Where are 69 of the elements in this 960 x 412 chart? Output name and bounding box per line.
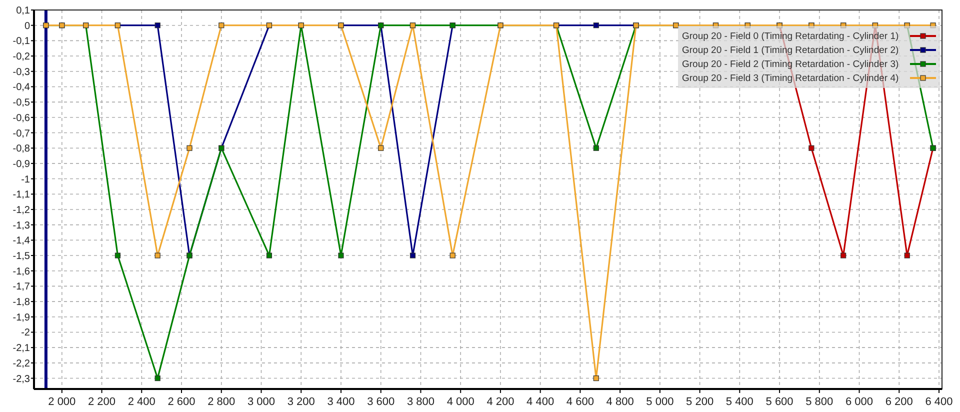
point — [154, 375, 160, 382]
y-tick-label: -1,2 — [12, 204, 30, 216]
y-tick-label: -0,6 — [12, 112, 30, 124]
y-tick-label: -2,3 — [12, 374, 30, 385]
x-tick-label: 6 400 — [925, 396, 953, 408]
point — [593, 145, 599, 151]
x-tick-label: 5 400 — [726, 396, 754, 408]
point — [410, 252, 416, 258]
y-tick-label: -1,6 — [12, 266, 30, 278]
point — [266, 252, 272, 258]
x-tick-label: 6 200 — [885, 396, 913, 408]
y-tick-label: -2 — [21, 328, 30, 339]
point — [186, 145, 192, 151]
legend-label: Group 20 - Field 3 (Timing Retardation - Cylinder 4) — [682, 73, 899, 84]
x-tick-label: 2 400 — [128, 396, 156, 408]
y-tick-label: -0,7 — [12, 128, 30, 140]
y-tick-label: -0,8 — [12, 144, 30, 155]
y-tick-label: -1,8 — [12, 297, 30, 308]
y-tick-label: -1,3 — [12, 220, 30, 232]
x-tick-label: 6 000 — [846, 396, 874, 408]
y-tick-label: -1 — [21, 174, 30, 186]
y-tick-label: 0 — [24, 20, 30, 32]
y-tick-label: -1,7 — [12, 282, 30, 293]
x-tick-label: 2 600 — [168, 396, 196, 408]
point — [338, 252, 344, 258]
point — [808, 145, 814, 151]
point — [593, 375, 599, 382]
x-tick-label: 3 800 — [406, 396, 434, 408]
y-tick-label: -0,1 — [12, 36, 30, 48]
x-tick-label: 2 000 — [48, 396, 76, 408]
x-tick-label: 5 200 — [686, 396, 714, 408]
point — [593, 22, 599, 28]
point — [218, 22, 224, 28]
y-tick-label: -1,5 — [12, 251, 30, 262]
x-tick-label: 4 800 — [606, 396, 634, 408]
x-tick-label: 5 800 — [806, 396, 834, 408]
point — [450, 252, 456, 258]
y-tick-label: -0,9 — [12, 158, 30, 170]
x-tick-label: 2 200 — [88, 396, 116, 408]
point — [114, 252, 121, 258]
x-tick-label: 5 000 — [646, 396, 674, 408]
legend-label: Group 20 - Field 2 (Timing Retardation - Cylinder 3) — [682, 59, 899, 70]
y-tick-label: 0,1 — [16, 6, 30, 16]
x-tick-label: 5 600 — [766, 396, 794, 408]
legend-label: Group 20 - Field 0 (Timing Retardating - Cylinder 1) — [682, 31, 899, 42]
y-tick-label: -1,4 — [12, 236, 30, 247]
x-tick-label: 4 200 — [486, 396, 514, 408]
x-tick-label: 3 000 — [247, 396, 276, 408]
y-tick-label: -0,3 — [12, 66, 30, 78]
point — [840, 252, 846, 258]
x-tick-label: 3 600 — [367, 396, 395, 408]
legend-label: Group 20 - Field 1 (Timing Retardation - Cylinder 2) — [682, 45, 899, 56]
x-tick-label: 2 800 — [208, 396, 236, 408]
point — [378, 145, 384, 151]
point — [904, 252, 910, 258]
y-tick-label: -0,4 — [12, 82, 30, 94]
x-tick-label: 3 200 — [287, 396, 315, 408]
y-tick-label: -1,1 — [12, 190, 30, 201]
y-tick-label: -2,2 — [12, 358, 30, 370]
point — [154, 22, 160, 28]
y-tick-label: -0,2 — [12, 52, 30, 63]
x-tick-label: 4 600 — [566, 396, 594, 408]
x-tick-label: 4 400 — [526, 396, 554, 408]
y-tick-label: -0,5 — [12, 98, 30, 109]
x-tick-label: 3 400 — [327, 396, 355, 408]
x-tick-label: 4 000 — [446, 396, 474, 408]
y-tick-label: -2,1 — [12, 343, 30, 354]
point — [154, 252, 160, 258]
y-tick-label: -1,9 — [12, 312, 30, 324]
